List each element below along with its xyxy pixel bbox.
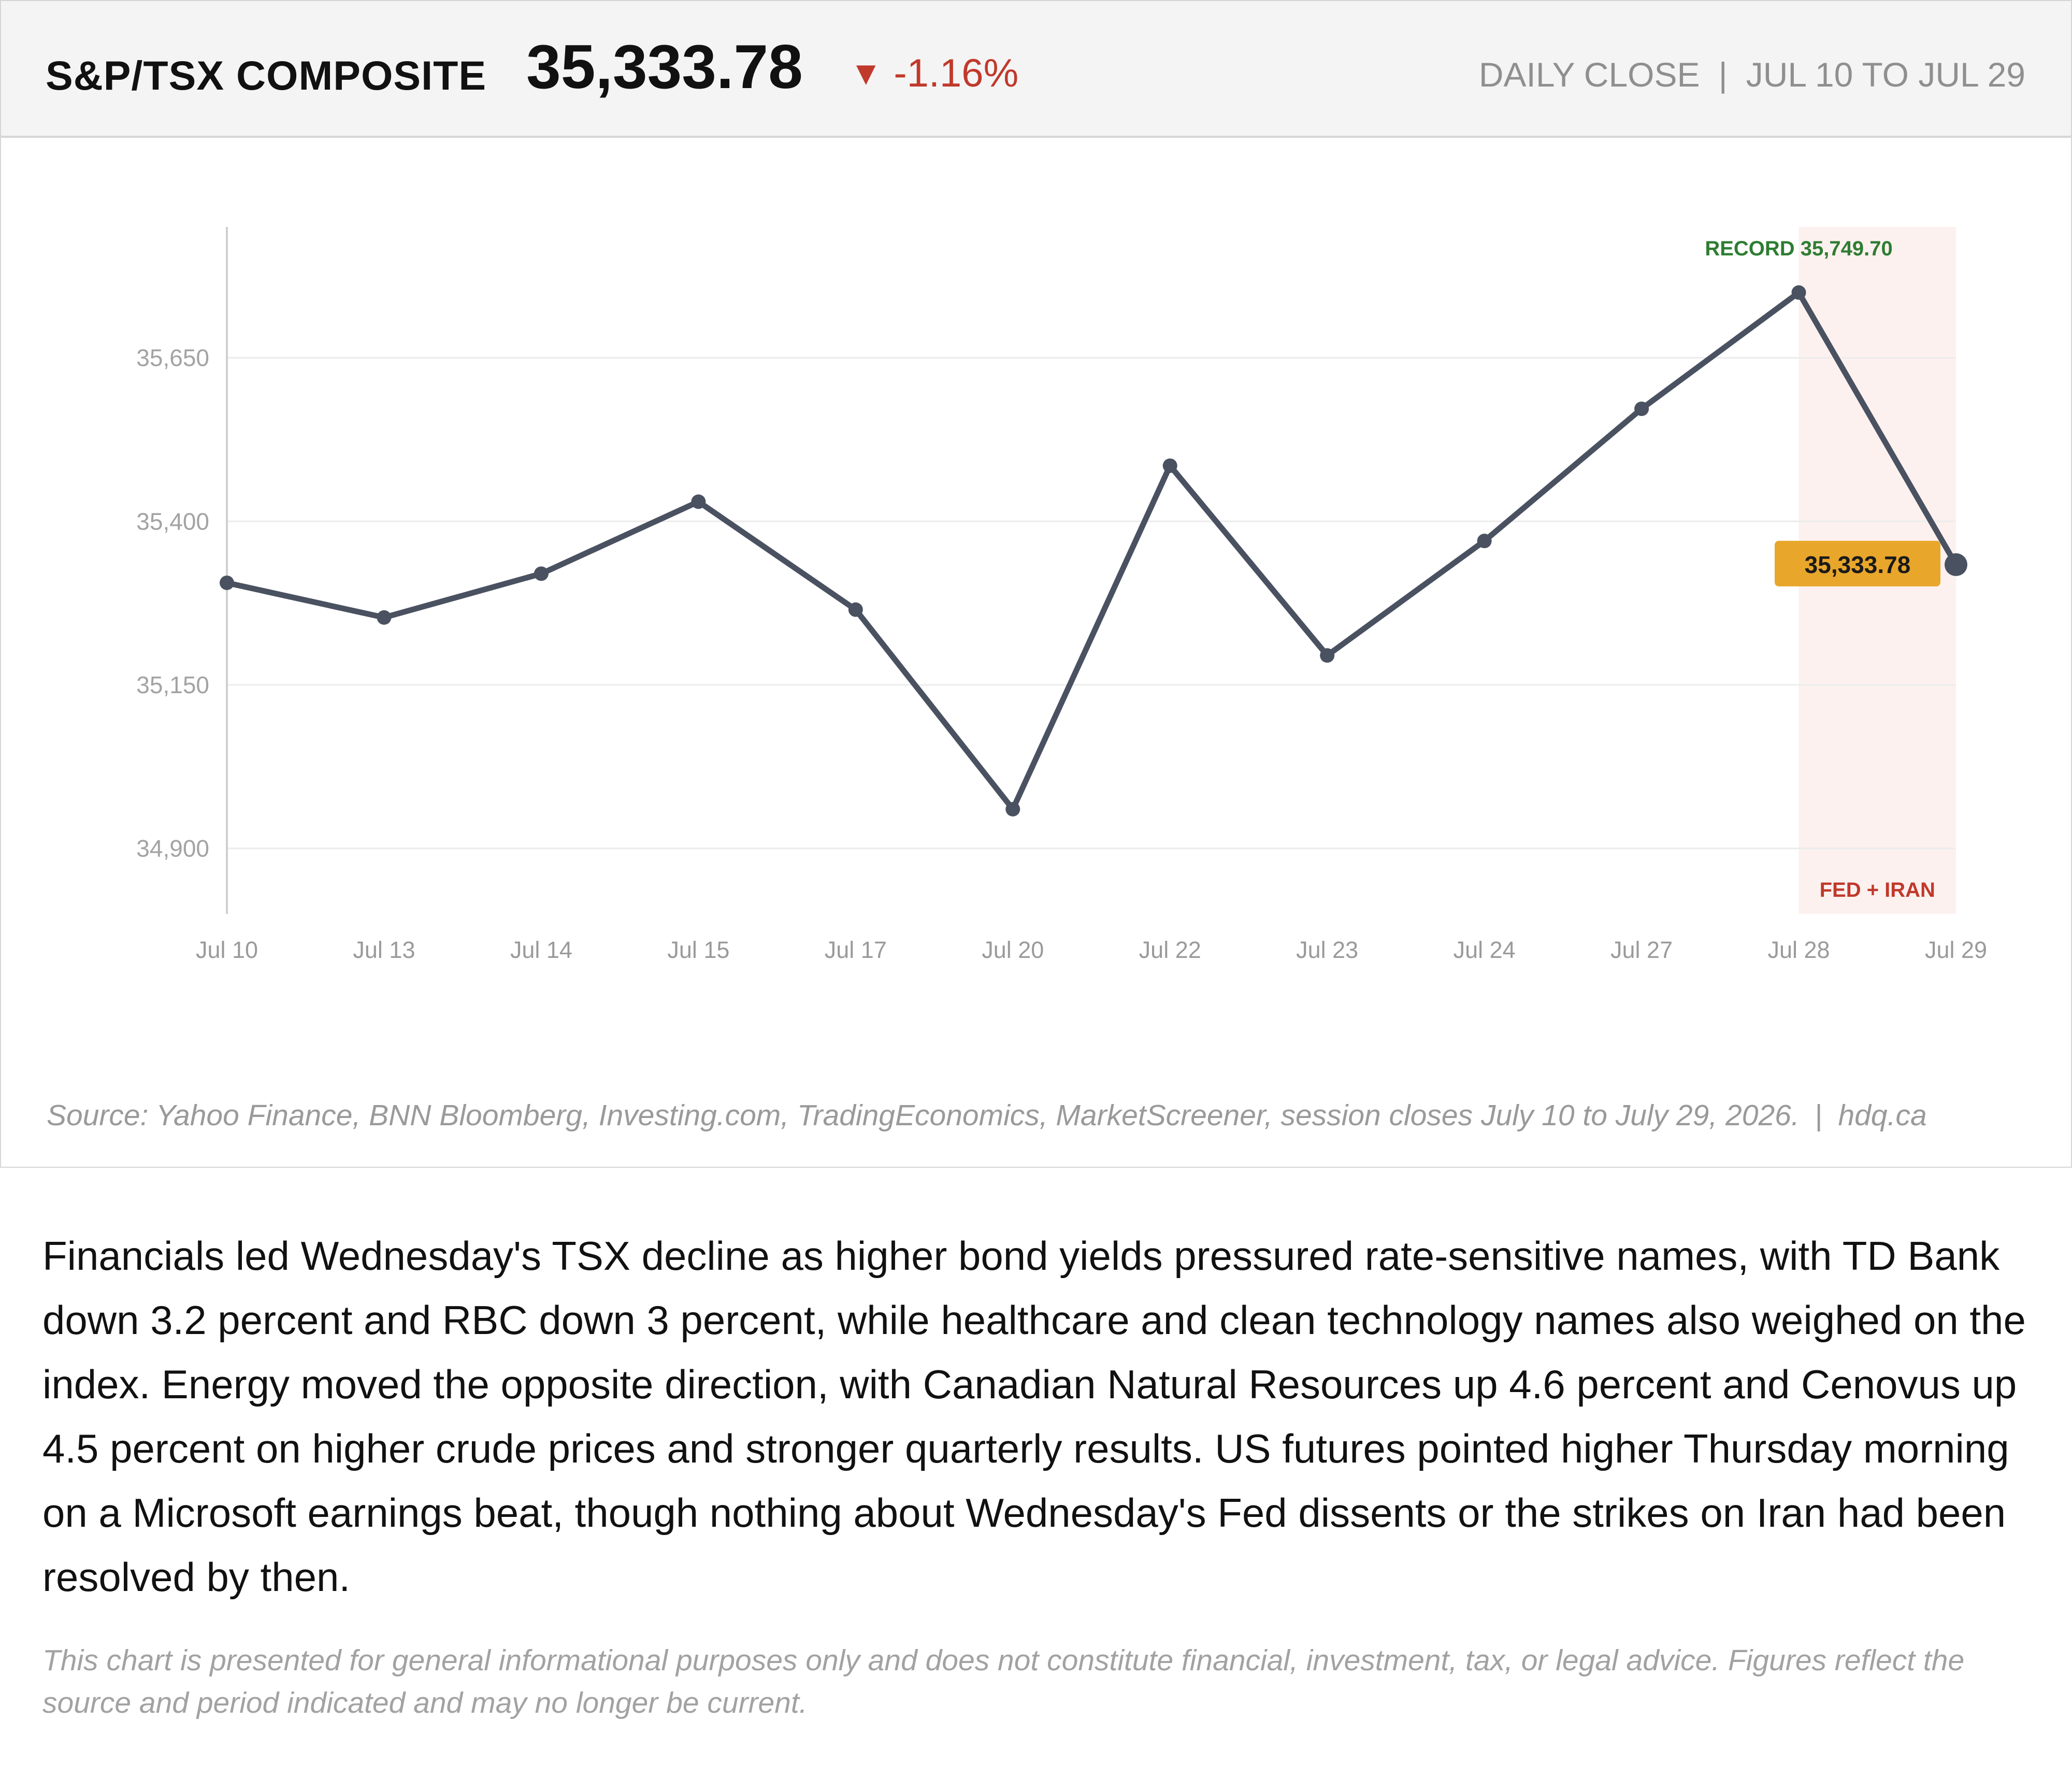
x-tick-label: Jul 10 [196,937,258,963]
disclaimer: This chart is presented for general info… [42,1644,1965,1719]
x-tick-label: Jul 29 [1925,937,1987,963]
source-separator: | [1815,1099,1823,1132]
last-value-label: 35,333.78 [1805,551,1911,578]
data-point [691,494,706,509]
period-separator: | [1718,55,1728,94]
data-point [848,602,863,617]
data-point [1162,458,1177,473]
y-tick-label: 35,150 [136,671,209,698]
data-point [1634,402,1649,417]
x-tick-label: Jul 13 [353,937,415,963]
line-chart: 34,900 35,150 35,400 35,650 Jul 10 Jul 13 Jul … [136,227,1987,963]
chart-header: S&P/TSX COMPOSITE 35,333.78 ▼ -1.16% DAIL… [1,1,2071,138]
chart-card: S&P/TSX COMPOSITE 35,333.78 ▼ -1.16% DAIL… [0,0,2072,1168]
date-range: JUL 10 TO JUL 29 [1746,55,2025,94]
change-percent: -1.16% [894,51,1019,95]
data-point [534,566,549,581]
index-change: ▼ -1.16% [850,51,1018,96]
event-label: FED + IRAN [1820,879,1935,901]
x-tick-label: Jul 24 [1454,937,1516,963]
x-tick-label: Jul 15 [667,937,729,963]
y-tick-label: 34,900 [136,835,209,862]
x-tick-label: Jul 20 [982,937,1044,963]
data-point [1320,648,1335,663]
article-paragraph: Financials led Wednesday's TSX decline a… [42,1233,2026,1600]
period-range: DAILY CLOSE | JUL 10 TO JUL 29 [1479,55,2025,94]
data-point [1005,801,1020,816]
data-point [377,610,392,625]
data-point [1477,534,1492,549]
series-line [224,290,1959,812]
data-point [1791,285,1806,300]
last-data-point [1945,553,1967,576]
index-name: S&P/TSX COMPOSITE [46,52,487,98]
source-site: hdq.ca [1838,1099,1927,1132]
x-tick-label: Jul 23 [1296,937,1358,963]
source-text: Source: Yahoo Finance, BNN Bloomberg, In… [47,1099,1800,1132]
record-label: RECORD 35,749.70 [1705,237,1892,260]
x-tick-label: Jul 17 [825,937,887,963]
data-point [220,575,234,590]
last-value-callout [1775,540,1940,586]
x-tick-label: Jul 28 [1767,937,1830,963]
x-tick-label: Jul 22 [1139,937,1201,963]
x-tick-label: Jul 14 [510,937,572,963]
index-value: 35,333.78 [526,32,803,102]
y-tick-label: 35,400 [136,508,209,535]
period-label: DAILY CLOSE [1478,55,1700,94]
source-note: Source: Yahoo Finance, BNN Bloomberg, In… [47,1098,1927,1132]
down-arrow-icon: ▼ [850,54,883,92]
x-tick-label: Jul 27 [1610,937,1673,963]
y-tick-label: 35,650 [136,345,209,371]
